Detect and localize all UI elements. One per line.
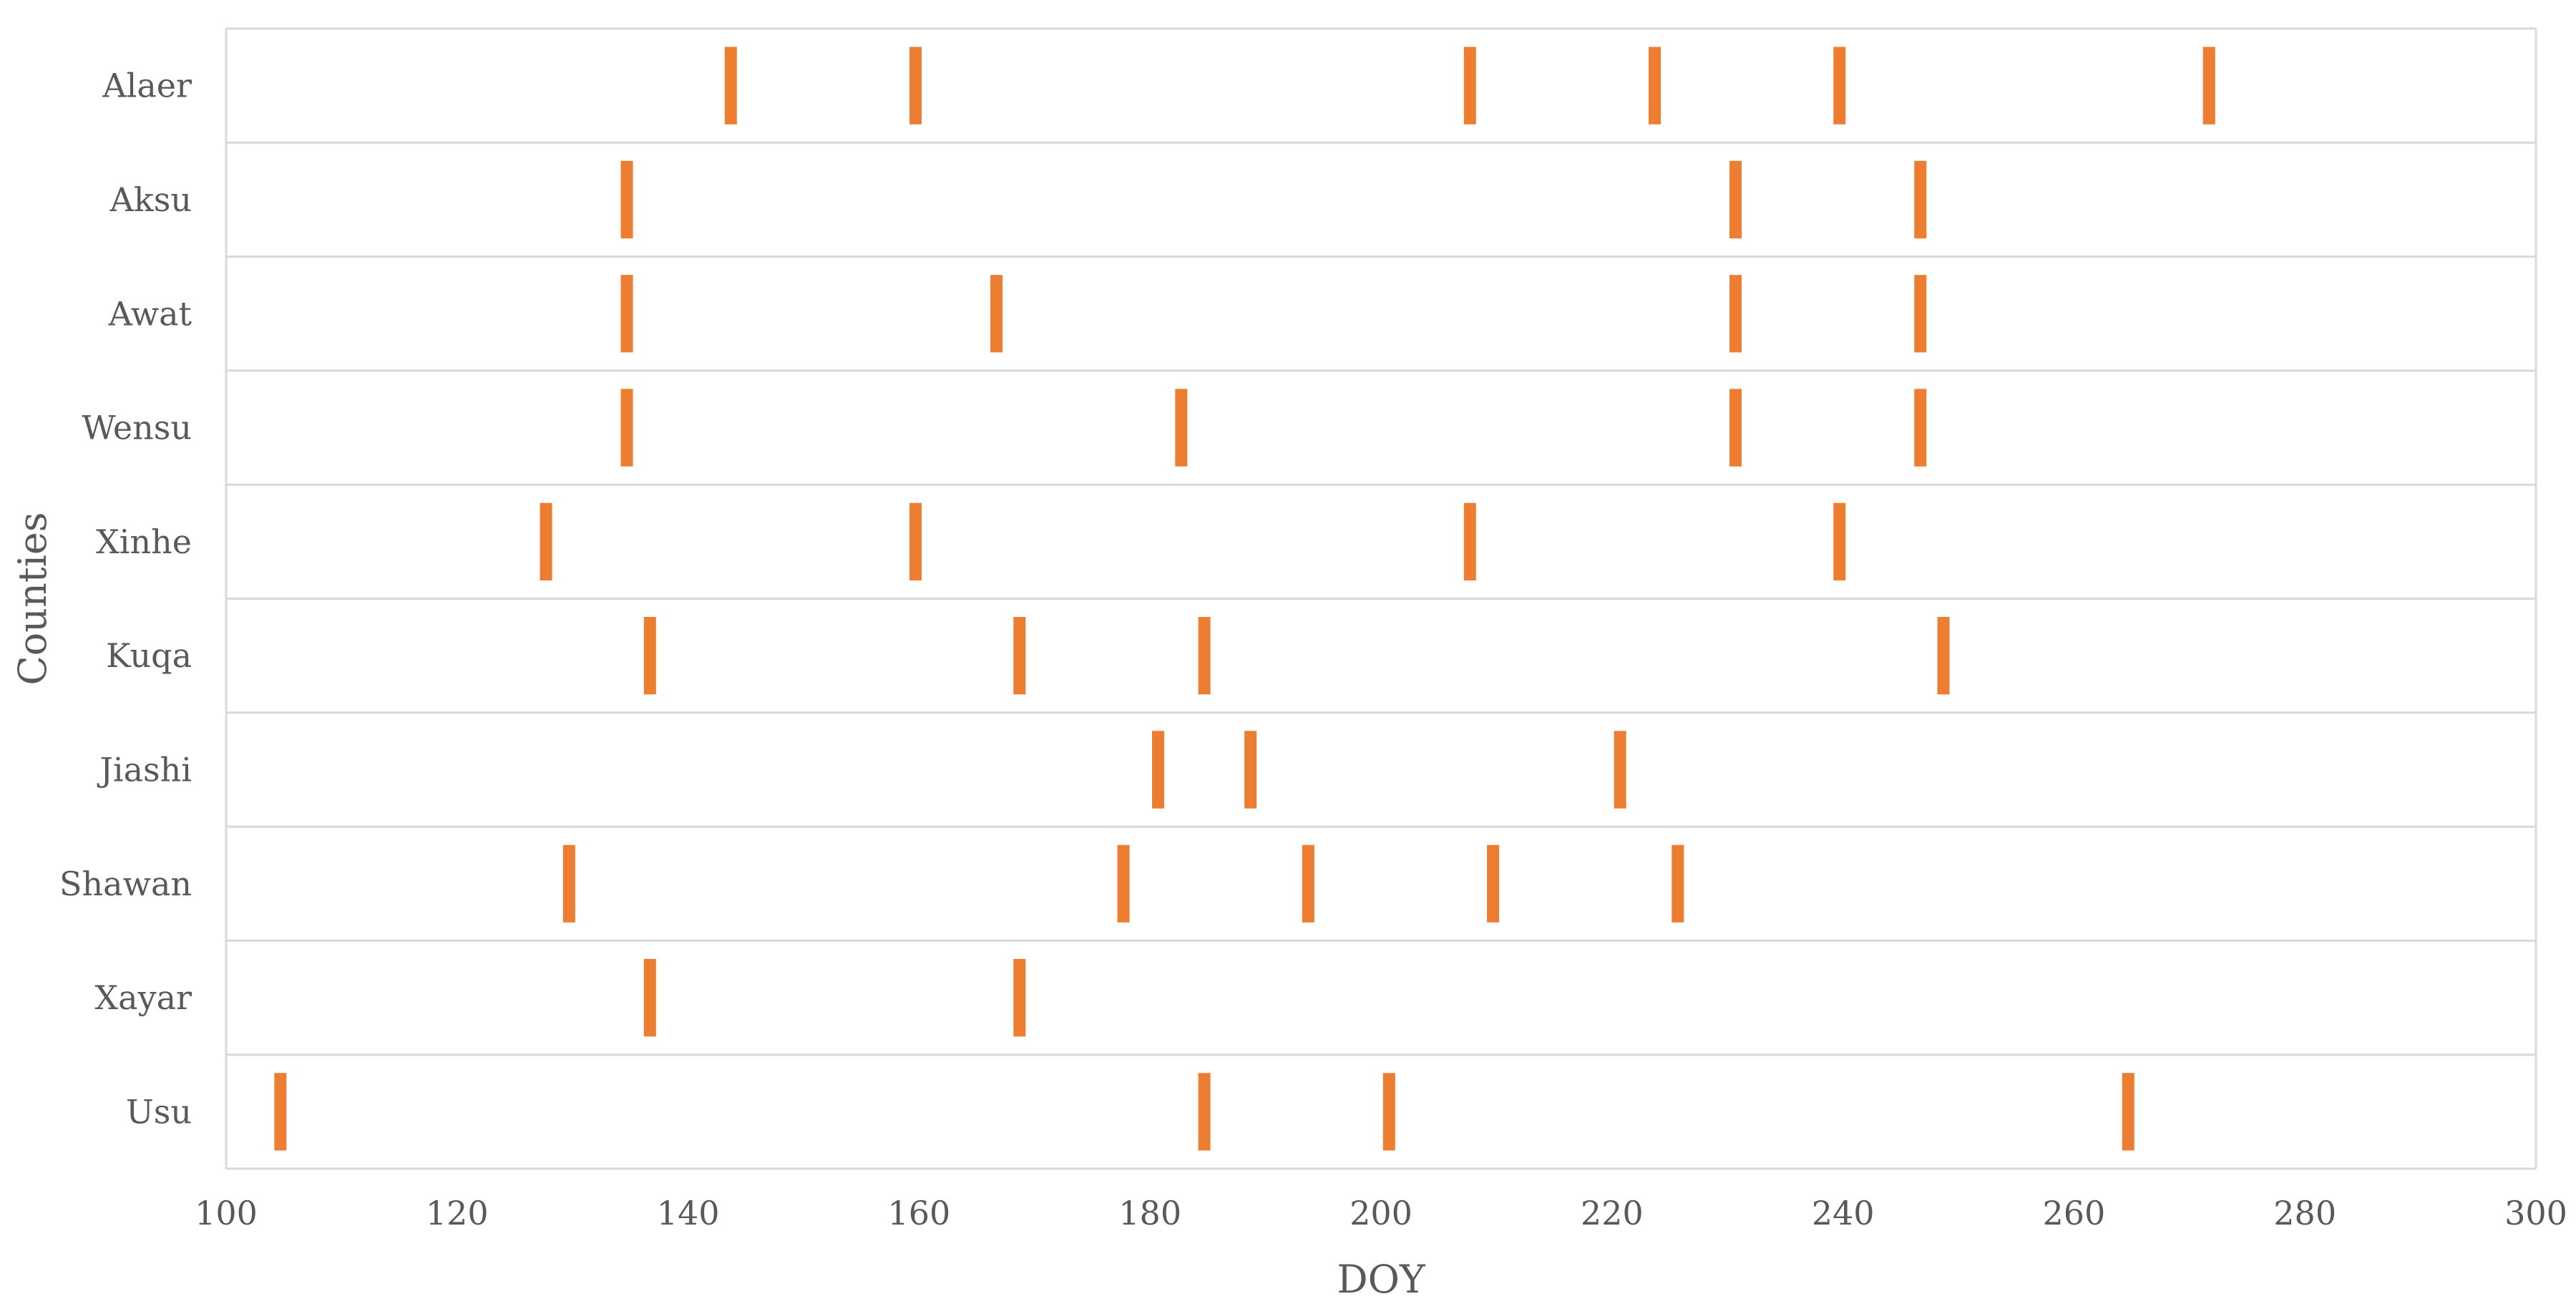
category-label: Shawan — [59, 865, 192, 903]
x-tick-label: 160 — [887, 1194, 950, 1232]
x-tick-label: 140 — [657, 1194, 720, 1232]
x-tick-label: 240 — [1812, 1194, 1875, 1232]
x-tick-label: 200 — [1350, 1194, 1413, 1232]
category-label: Xinhe — [96, 522, 192, 561]
gridlines — [225, 27, 2537, 1170]
x-tick-label: 120 — [426, 1194, 489, 1232]
category-label: Alaer — [102, 67, 192, 105]
x-tick-label: 180 — [1118, 1194, 1181, 1232]
event-marks — [274, 47, 2215, 1151]
category-label: Usu — [126, 1092, 192, 1131]
category-label: Jiashi — [97, 750, 192, 789]
x-tick-label: 100 — [195, 1194, 258, 1232]
category-label: Xayar — [94, 978, 192, 1017]
x-tick-label: 260 — [2042, 1194, 2105, 1232]
x-axis-title: DOY — [1337, 1257, 1426, 1302]
category-label: Kuqa — [106, 636, 192, 675]
x-tick-label: 220 — [1581, 1194, 1644, 1232]
axis-labels: Alaer Aksu Awat Wensu Xinhe Kuqa Jiashi Shawan X… — [59, 67, 2567, 1232]
x-tick-label: 300 — [2504, 1194, 2567, 1232]
category-label: Wensu — [82, 409, 192, 447]
category-label: Awat — [108, 294, 192, 333]
x-tick-label: 280 — [2273, 1194, 2336, 1232]
y-axis-title: Counties — [10, 512, 55, 685]
category-label: Aksu — [109, 180, 192, 219]
